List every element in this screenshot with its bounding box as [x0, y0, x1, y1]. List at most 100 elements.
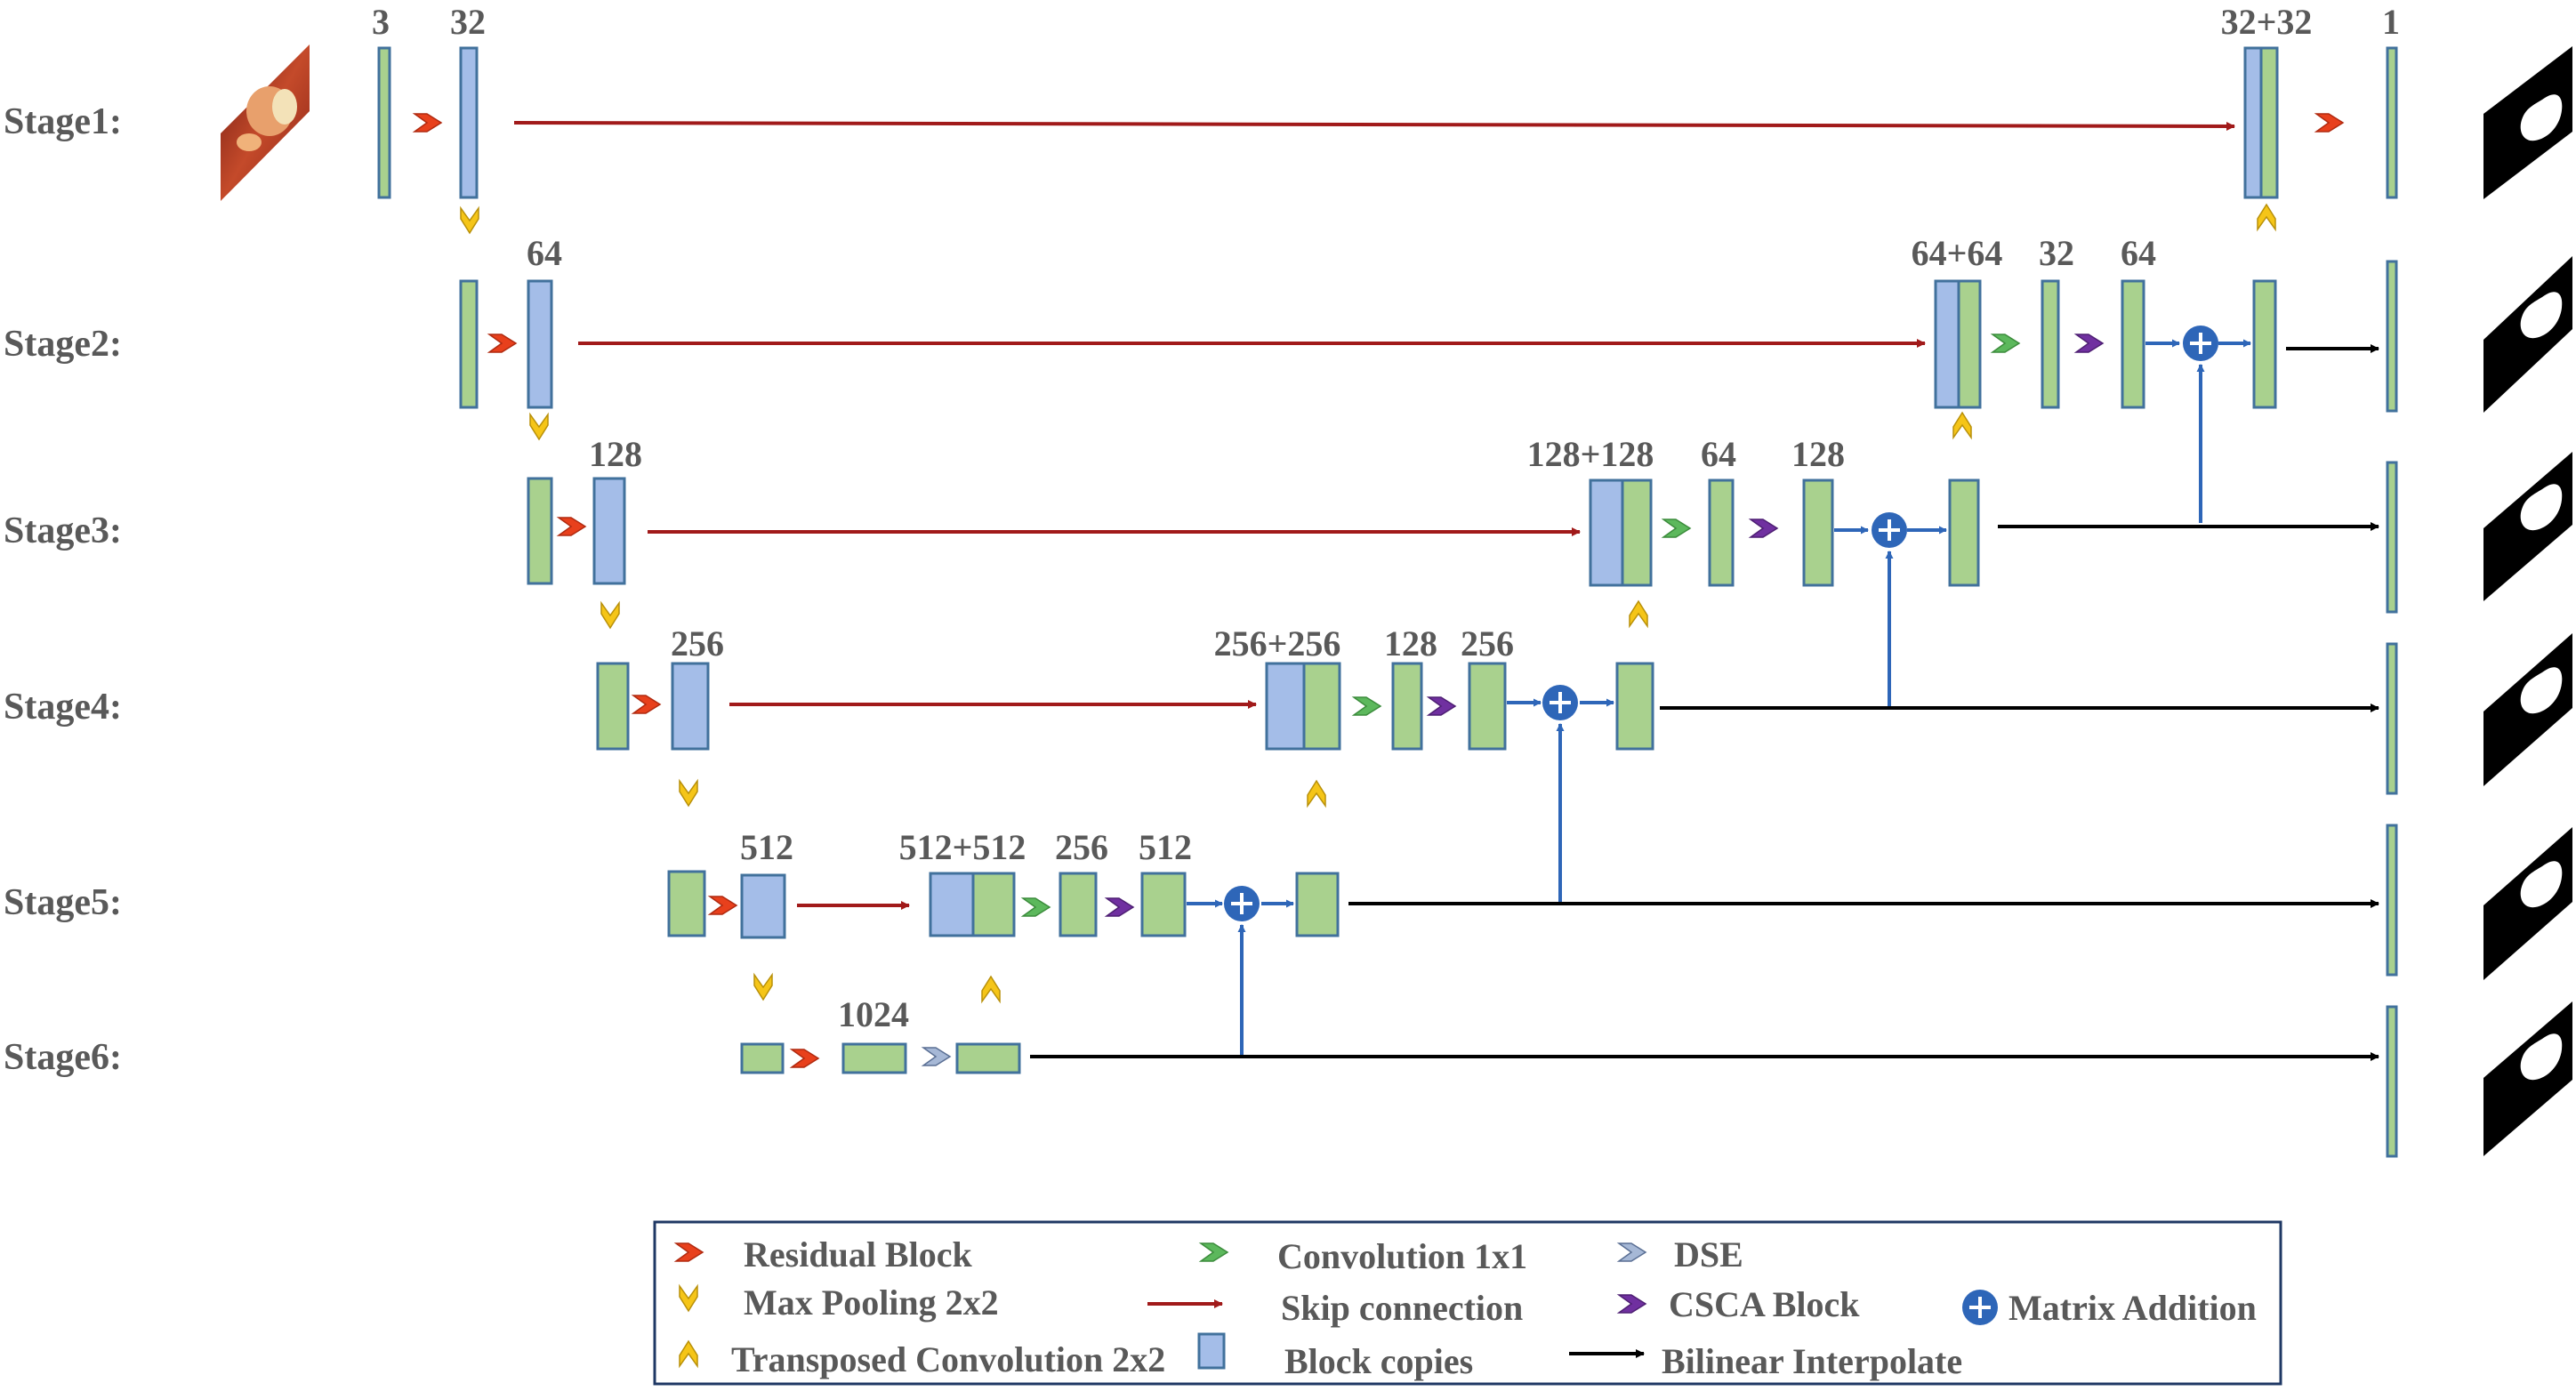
- plus-circle-icon: [1872, 512, 1907, 548]
- output-block: [2386, 461, 2398, 614]
- addition-paths: [1187, 339, 2251, 1055]
- legend-box: [653, 1220, 2282, 1386]
- channel-label: 512: [1139, 827, 1192, 867]
- feature-block: [740, 1042, 785, 1074]
- feature-block: [2252, 279, 2277, 409]
- conv1x1-markers: [1020, 334, 2021, 917]
- stage-label-2: Stage2:: [4, 324, 122, 365]
- plus-circle-icon: [1224, 886, 1260, 921]
- channel-label: 64: [2121, 233, 2156, 273]
- chevron-icon: [679, 1339, 698, 1369]
- chevron-icon: [753, 972, 773, 1001]
- mask-icon: [2483, 1001, 2572, 1156]
- input-image-icon: [221, 44, 310, 201]
- chevron-icon: [1104, 897, 1135, 917]
- addition-nodes: [1224, 326, 2218, 921]
- feature-block: [1059, 872, 1098, 937]
- chevron-icon: [2314, 113, 2345, 133]
- chevron-icon: [673, 1242, 704, 1262]
- chevron-icon: [487, 334, 518, 353]
- copy-block: [929, 872, 975, 937]
- feature-block: [1708, 478, 1735, 587]
- feature-block: [1957, 279, 1982, 409]
- copy-block: [1265, 662, 1306, 751]
- chevron-icon: [600, 600, 620, 630]
- feature-block: [971, 872, 1016, 937]
- chevron-icon: [789, 1049, 820, 1068]
- channel-label: 128: [1791, 434, 1845, 474]
- plus-circle-icon: [1962, 1290, 1998, 1325]
- channel-label: 64: [1701, 434, 1736, 474]
- chevron-icon: [921, 1047, 952, 1066]
- channel-label: 256: [671, 623, 724, 663]
- feature-block: [667, 870, 706, 937]
- chevron-icon: [1661, 519, 1692, 538]
- copy-block: [2243, 46, 2263, 199]
- channel-label: 256+256: [1214, 623, 1341, 663]
- feature-blocks: [377, 46, 2398, 1158]
- mask-icon: [2483, 452, 2572, 601]
- channel-label: 1: [2382, 2, 2400, 42]
- channel-label: 1024: [838, 994, 909, 1034]
- output-block: [2386, 642, 2398, 795]
- chevron-icon: [679, 1283, 698, 1313]
- output-masks: [2483, 46, 2572, 1156]
- feature-block: [1391, 662, 1423, 751]
- chevron-icon: [1307, 779, 1326, 808]
- chevron-icon: [1952, 411, 1972, 440]
- feature-block: [1302, 662, 1341, 751]
- channel-label: 256: [1461, 623, 1514, 663]
- channel-label: 64+64: [1912, 233, 2003, 273]
- plus-circle-icon: [1542, 685, 1578, 720]
- skip-arrow: [513, 121, 2235, 131]
- chevron-icon: [1426, 696, 1457, 716]
- chevron-icon: [1990, 334, 2021, 353]
- legend-maxpool: Max Pooling 2x2: [744, 1282, 999, 1323]
- chevron-icon: [1020, 897, 1051, 917]
- copy-block: [459, 46, 479, 199]
- feature-block: [377, 46, 391, 199]
- feature-block: [2121, 279, 2145, 409]
- copy-block: [592, 477, 626, 585]
- chevron-icon: [529, 412, 549, 441]
- output-block: [2386, 824, 2398, 977]
- chevron-icon: [2257, 203, 2276, 232]
- channel-labels: 3 32 32+32 1 64 64+64 32 64 128 128+128 …: [372, 2, 2400, 1034]
- channel-label: 512+512: [899, 827, 1026, 867]
- copy-block: [671, 662, 710, 751]
- channel-label: 512: [740, 827, 793, 867]
- chevron-icon: [631, 695, 662, 714]
- chevron-icon: [1616, 1294, 1647, 1314]
- mask-icon: [2483, 46, 2572, 199]
- copy-block: [1934, 279, 1960, 409]
- chevron-icon: [981, 975, 1001, 1004]
- feature-block: [2041, 279, 2060, 409]
- legend-csca: CSCA Block: [1669, 1284, 1860, 1324]
- plus-circle-icon: [2183, 326, 2218, 361]
- chevron-icon: [1748, 519, 1779, 538]
- stage-label-4: Stage4:: [4, 687, 122, 728]
- chevron-icon: [2073, 334, 2105, 353]
- feature-block: [841, 1042, 907, 1074]
- feature-block: [1802, 478, 1834, 587]
- legend-addition: Matrix Addition: [2008, 1288, 2257, 1328]
- mask-icon: [2483, 633, 2572, 786]
- stage-label-1: Stage1:: [4, 101, 122, 142]
- output-block: [2386, 46, 2398, 199]
- feature-block: [459, 279, 479, 409]
- chevron-icon: [1629, 599, 1648, 629]
- legend-dse: DSE: [1674, 1234, 1743, 1274]
- stage-label-5: Stage5:: [4, 882, 122, 923]
- channel-label: 128: [589, 434, 642, 474]
- stage-labels: Stage1: Stage2: Stage3: Stage4: Stage5: …: [4, 101, 122, 1078]
- chevron-icon: [707, 896, 738, 915]
- chevron-icon: [1351, 696, 1382, 716]
- feature-block: [1468, 662, 1507, 751]
- mask-icon: [2483, 256, 2572, 413]
- output-block: [2386, 260, 2398, 413]
- channel-label: 128: [1384, 623, 1437, 663]
- stage-label-3: Stage3:: [4, 511, 122, 551]
- copy-block: [740, 873, 786, 939]
- feature-block: [955, 1042, 1021, 1074]
- channel-label: 3: [372, 2, 390, 42]
